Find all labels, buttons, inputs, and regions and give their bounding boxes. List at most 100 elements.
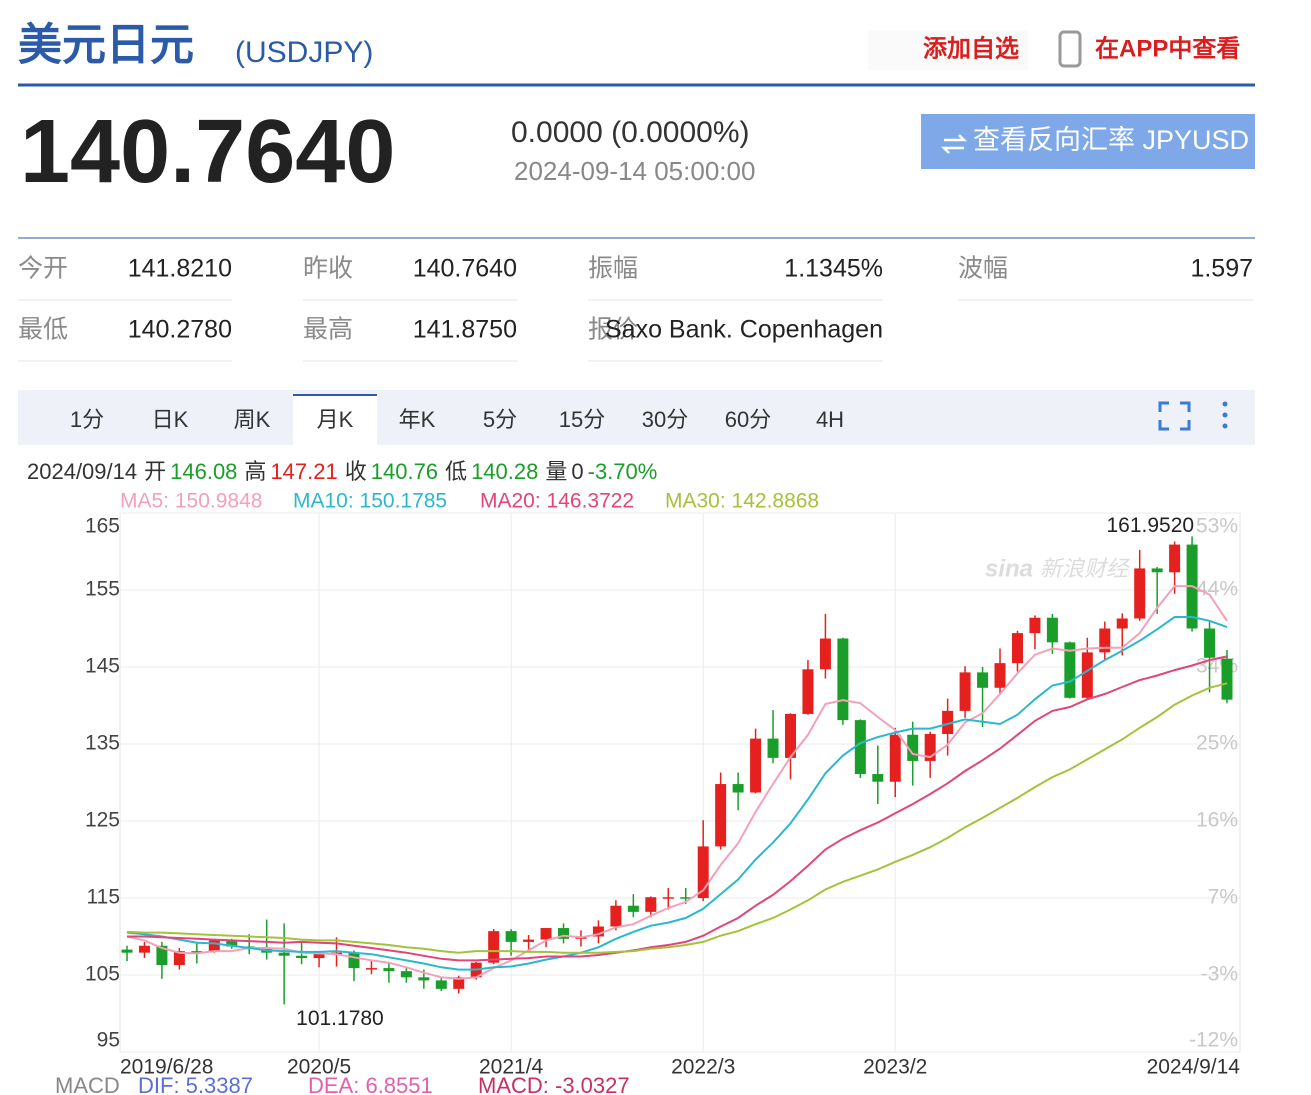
candle-body — [348, 952, 360, 969]
stat-label: 最低 — [18, 316, 68, 344]
y-tick-label: 155 — [85, 578, 120, 601]
info-label: 开 — [144, 459, 166, 484]
tab[interactable]: 4H — [816, 407, 844, 432]
tab[interactable]: 周K — [234, 407, 271, 432]
tab[interactable]: 年K — [399, 407, 436, 432]
y2-tick-label: -3% — [1201, 962, 1238, 985]
x-tick-label: 2020/5 — [287, 1056, 351, 1079]
y-tick-label: 165 — [85, 515, 120, 538]
open-app[interactable]: 在APP中查看 — [1095, 34, 1240, 62]
y2-tick-label: -12% — [1189, 1029, 1238, 1052]
candle-body — [907, 734, 919, 761]
candle-body — [488, 931, 500, 963]
candle-body — [278, 952, 290, 956]
candle-body — [662, 897, 674, 899]
tab[interactable]: 1分 — [70, 407, 104, 432]
macd-label: DIF: 5.3387 — [138, 1073, 253, 1095]
legend-entry: MA10: 150.1785 — [293, 490, 447, 513]
candle-body — [226, 940, 238, 947]
y-tick-label: 95 — [97, 1029, 120, 1052]
legend-entry: MA30: 142.8868 — [665, 490, 819, 513]
candle-body — [942, 710, 954, 734]
info-value: 140.28 — [471, 459, 538, 484]
y-tick-label: 105 — [85, 963, 120, 986]
info-label: 量 — [545, 459, 567, 484]
macd-label: MACD: -3.0327 — [478, 1073, 630, 1095]
candle-body — [819, 638, 831, 670]
candle-body — [313, 953, 325, 959]
legend-entry: MA20: 146.3722 — [480, 490, 634, 513]
tab[interactable]: 15分 — [559, 407, 605, 432]
candle-body — [121, 949, 133, 953]
candle-body — [383, 968, 395, 972]
candle-body — [208, 940, 220, 952]
y2-tick-label: 53% — [1196, 515, 1238, 538]
y-tick-label: 135 — [85, 732, 120, 755]
candle-body — [592, 926, 604, 937]
reverse-label[interactable]: 查看反向汇率 JPYUSD — [973, 125, 1249, 155]
high-annotation: 161.9520 — [1106, 514, 1194, 537]
x-tick-label: 2019/6/28 — [120, 1056, 213, 1079]
candle-body — [680, 897, 692, 899]
candle-body — [156, 945, 168, 965]
stat-value: 1.597 — [1190, 255, 1253, 283]
candle-body — [505, 931, 517, 942]
info-value: -3.70% — [588, 459, 658, 484]
tab[interactable]: 日K — [152, 407, 189, 432]
ma-line — [126, 616, 1228, 971]
stat-label: 振幅 — [588, 255, 638, 283]
add-watch[interactable]: 添加自选 — [923, 34, 1019, 62]
candle-body — [1081, 652, 1093, 698]
stat-value: Saxo Bank. Copenhagen — [605, 316, 883, 344]
tab[interactable]: 5分 — [483, 407, 517, 432]
candle-body — [453, 977, 465, 989]
change: 0.0000 (0.0000%) — [511, 116, 750, 149]
swap-icon — [940, 134, 968, 154]
info-label: 高 — [244, 459, 266, 484]
y2-tick-label: 25% — [1196, 731, 1238, 754]
candle-body — [1064, 642, 1076, 698]
candle-body — [1046, 617, 1058, 643]
candle-body — [400, 971, 412, 978]
ma-line — [126, 585, 1228, 980]
candle-body — [784, 713, 796, 758]
candle-body — [872, 774, 884, 782]
reverse-button[interactable] — [921, 114, 1255, 169]
more-icon[interactable] — [1222, 401, 1228, 429]
candle-body — [1169, 544, 1181, 573]
candle-body — [627, 905, 639, 912]
candle-body — [767, 738, 779, 758]
y-tick-label: 115 — [87, 886, 120, 909]
candle-body — [191, 951, 203, 953]
info-label: 收 — [345, 459, 367, 484]
fullscreen-icon[interactable] — [1158, 401, 1191, 431]
candle-body — [1029, 617, 1041, 634]
stat-label: 最高 — [303, 316, 353, 344]
code: (USDJPY) — [235, 36, 373, 69]
candle-body — [138, 945, 150, 953]
tab[interactable]: 30分 — [642, 407, 688, 432]
candle-body — [173, 951, 185, 965]
tab-bar — [18, 390, 1255, 445]
x-tick-label: 2022/3 — [671, 1056, 735, 1079]
stat-label: 昨收 — [303, 255, 353, 283]
candle-body — [296, 955, 308, 959]
candle-body — [959, 672, 971, 711]
candle-body — [802, 669, 814, 714]
tab[interactable]: 60分 — [725, 407, 771, 432]
info-value: 0 — [571, 459, 583, 484]
candle-body — [523, 939, 535, 942]
action-bg — [868, 30, 1028, 70]
tab[interactable]: 月K — [317, 407, 354, 432]
stat-value: 140.7640 — [413, 255, 517, 283]
candle-body — [1204, 628, 1216, 658]
stat-label: 报价 — [588, 316, 638, 344]
ma-line — [127, 655, 1228, 962]
y2-tick-label: 7% — [1208, 885, 1238, 908]
candle-body — [750, 738, 762, 793]
y-tick-label: 125 — [85, 809, 120, 832]
candle-body — [435, 980, 447, 989]
stat-value: 140.2780 — [128, 316, 232, 344]
candle-body — [977, 672, 989, 688]
